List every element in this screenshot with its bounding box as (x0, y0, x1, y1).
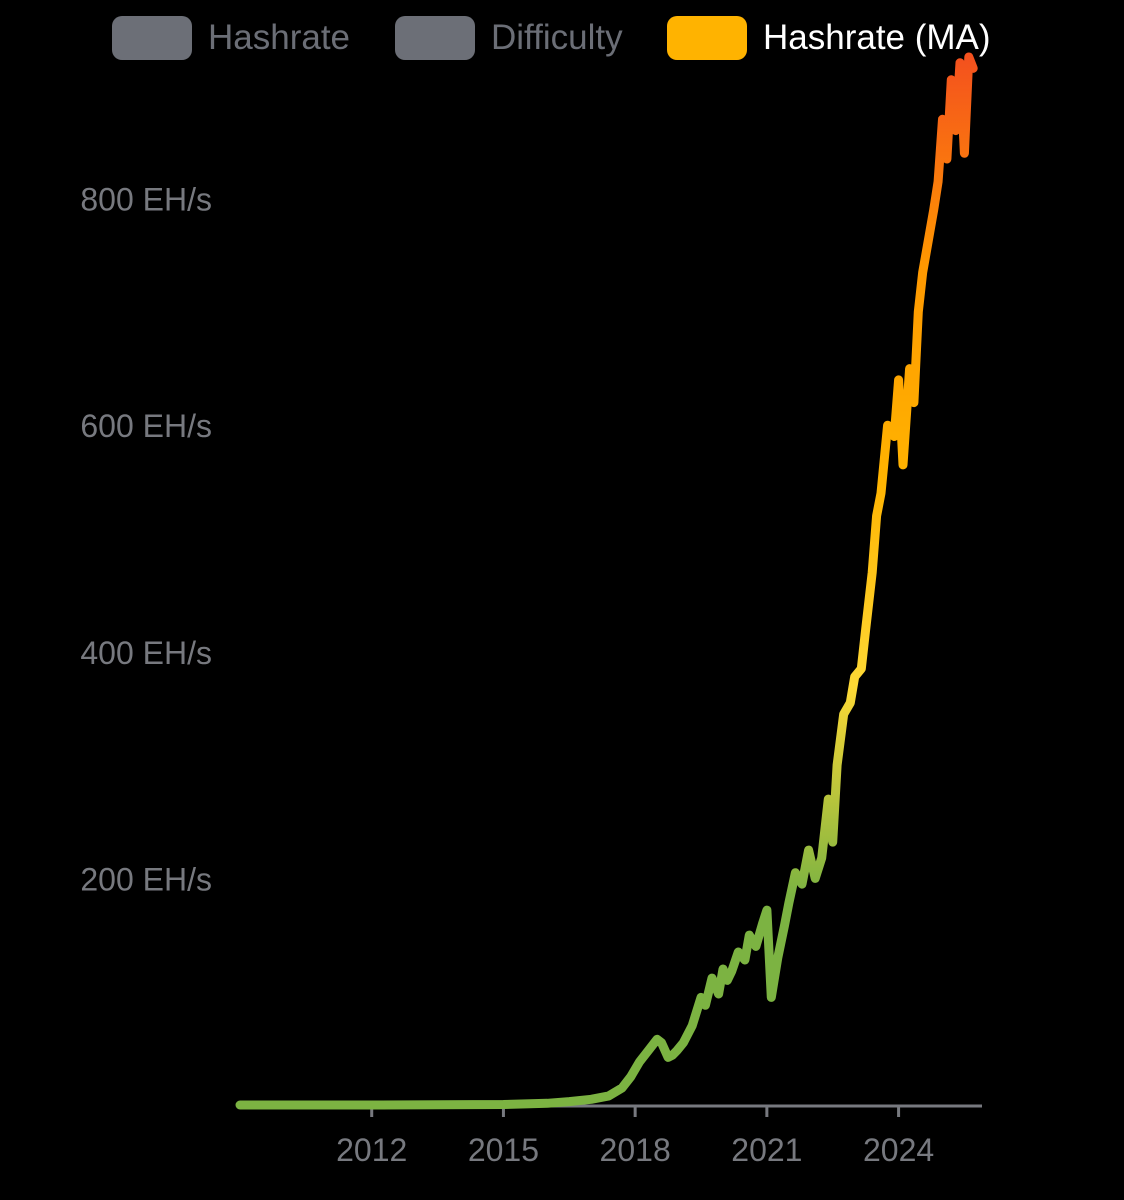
x-tick-label: 2018 (600, 1132, 671, 1168)
legend-swatch-hashrate (112, 16, 192, 60)
series-line-hashrate-ma (235, 52, 978, 1110)
legend-label-difficulty: Difficulty (491, 18, 623, 57)
x-tick-label: 2021 (731, 1132, 802, 1168)
y-tick-label: 200 EH/s (80, 861, 212, 897)
legend-swatch-hashrate-ma (667, 16, 747, 60)
legend-item-difficulty[interactable]: Difficulty (395, 14, 623, 62)
legend-label-hashrate-ma: Hashrate (MA) (763, 18, 991, 57)
legend-item-hashrate[interactable]: Hashrate (112, 14, 350, 62)
y-tick-label: 800 EH/s (80, 182, 212, 218)
chart-legend: Hashrate Difficulty Hashrate (MA) (0, 14, 1124, 62)
legend-label-hashrate: Hashrate (208, 18, 351, 57)
legend-item-hashrate-ma[interactable]: Hashrate (MA) (667, 14, 991, 62)
legend-swatch-difficulty (395, 16, 475, 60)
y-tick-label: 400 EH/s (80, 635, 212, 671)
x-tick-label: 2015 (468, 1132, 539, 1168)
x-tick-label: 2024 (863, 1132, 934, 1168)
x-tick-label: 2012 (336, 1132, 407, 1168)
y-tick-label: 600 EH/s (80, 408, 212, 444)
